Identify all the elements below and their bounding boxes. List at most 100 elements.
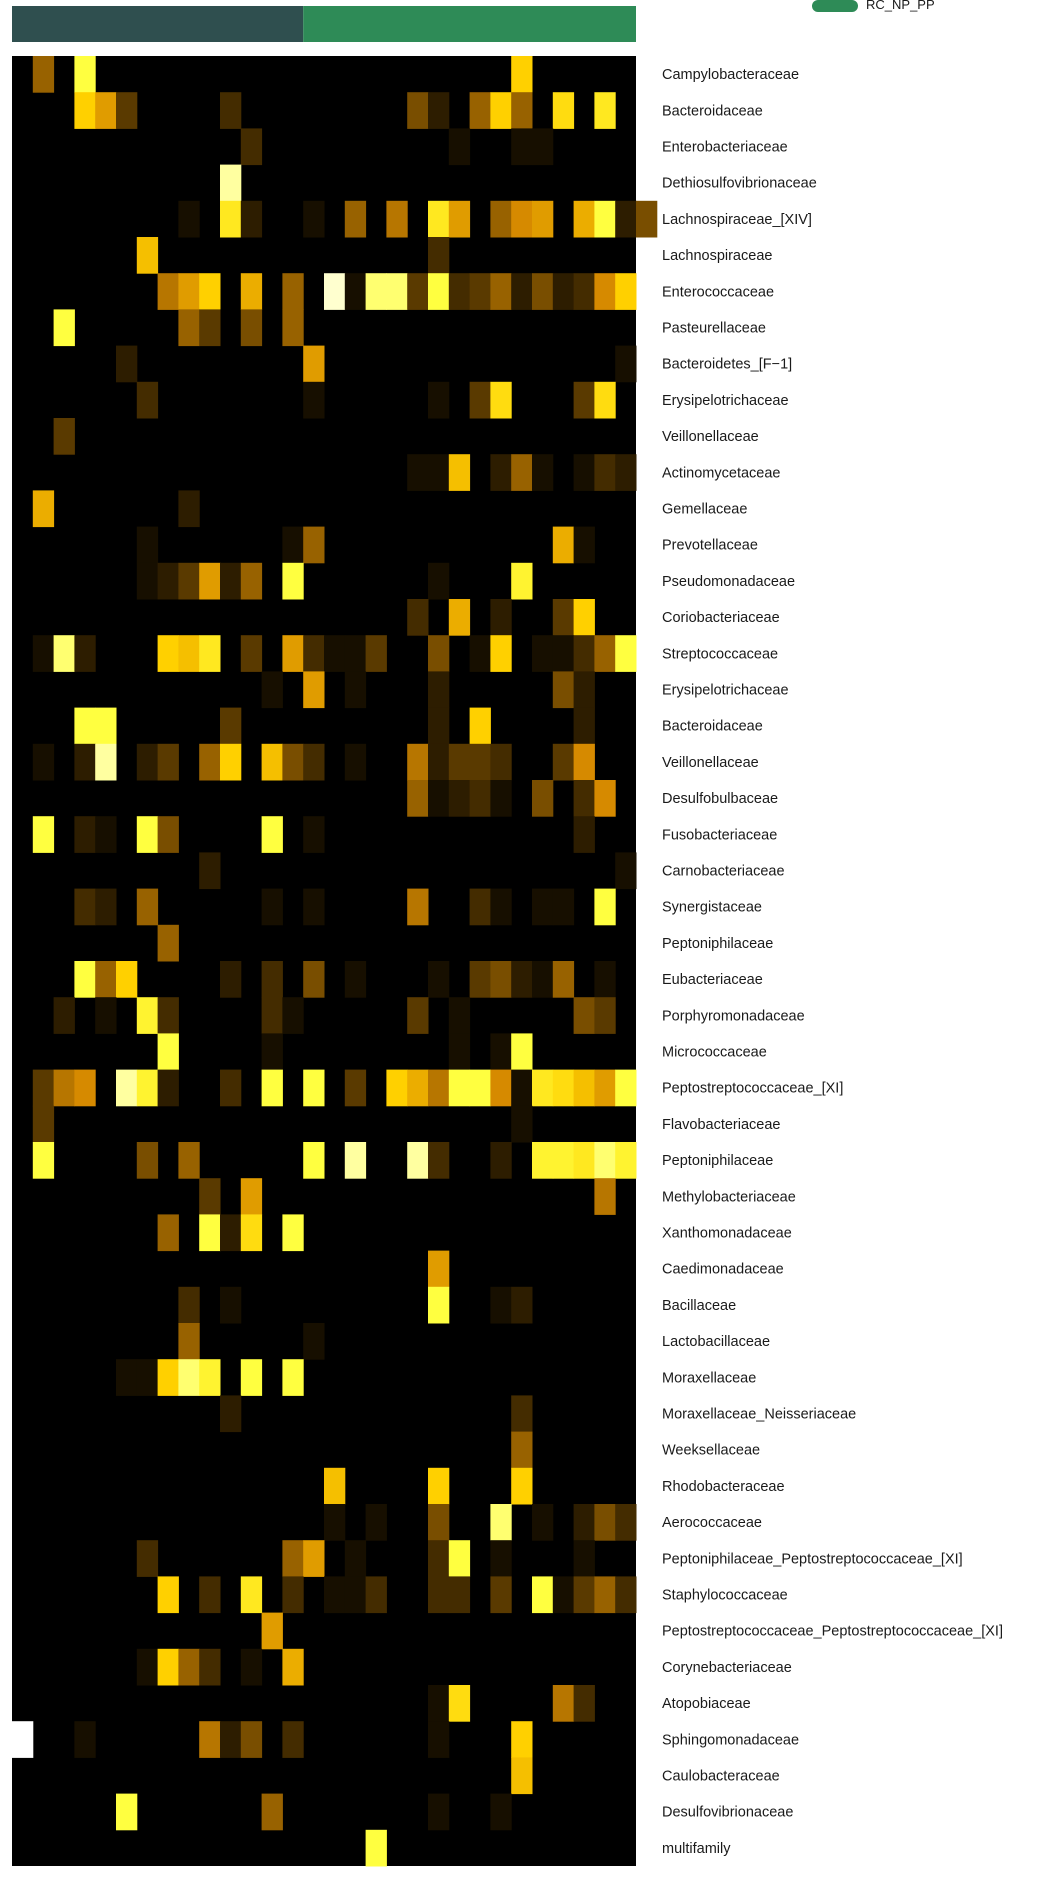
heatmap-cell (594, 1142, 616, 1179)
heatmap-cell (490, 1540, 512, 1577)
heatmap-cell (282, 526, 304, 564)
heatmap-cell (136, 816, 159, 853)
heatmap-cell (511, 454, 533, 491)
heatmap-cell (532, 1069, 554, 1107)
heatmap-cell (594, 997, 616, 1034)
heatmap-cell (261, 961, 283, 998)
heatmap-cell (32, 743, 55, 781)
heatmap-cell (407, 1069, 429, 1107)
heatmap-cell (532, 961, 554, 998)
row-label: Desulfovibrionaceae (662, 1805, 793, 1821)
heatmap-cell (220, 1721, 242, 1758)
heatmap-cell (74, 743, 96, 781)
heatmap-cell (303, 200, 325, 238)
heatmap-cell (303, 743, 325, 781)
heatmap-cell (573, 1069, 595, 1107)
heatmap-cell (178, 273, 200, 310)
heatmap-cell (407, 888, 429, 926)
heatmap-cell (407, 1142, 429, 1179)
heatmap-cell (428, 961, 450, 998)
heatmap-cell (469, 780, 491, 817)
heatmap-cell (615, 635, 637, 672)
heatmap-cell (344, 1540, 367, 1577)
heatmap-cell (594, 635, 616, 672)
heatmap-cell (157, 273, 179, 310)
heatmap-cell (282, 309, 304, 347)
heatmap-cell (95, 888, 117, 926)
heatmap-cell (303, 1323, 325, 1360)
heatmap-cell (594, 92, 616, 129)
heatmap-cell (573, 1685, 595, 1722)
heatmap-cell (95, 816, 117, 853)
heatmap-cell (53, 309, 75, 347)
heatmap-cell (428, 92, 450, 129)
heatmap-cell (157, 1359, 179, 1396)
heatmap-cell (428, 671, 450, 709)
heatmap-cell (116, 961, 138, 998)
heatmap-cell (448, 780, 471, 817)
legend: RC_NP_PP (812, 0, 935, 12)
heatmap-cell (573, 599, 595, 636)
heatmap-cell (428, 1685, 450, 1722)
row-label: Caedimonadaceae (662, 1262, 784, 1278)
heatmap-cell (344, 1142, 367, 1179)
row-label: Peptostreptococcaceae_[XI] (662, 1081, 843, 1097)
heatmap-cell (448, 1069, 471, 1107)
row-label: Atopobiaceae (662, 1696, 751, 1712)
heatmap-cell (32, 1069, 55, 1107)
heatmap-cell (615, 1504, 637, 1541)
heatmap-cell (136, 1069, 159, 1107)
heatmap-cell (344, 671, 367, 709)
heatmap-cell (220, 562, 242, 600)
heatmap-cell (199, 562, 221, 600)
heatmap-cell (594, 1178, 616, 1215)
heatmap-cell (428, 635, 450, 672)
row-label: Micrococcaceae (662, 1045, 767, 1061)
heatmap-cell (261, 888, 283, 926)
heatmap-cell (178, 490, 200, 528)
row-label: Aerococcaceae (662, 1515, 762, 1531)
heatmap-cell (594, 200, 616, 238)
heatmap-cell (365, 1504, 387, 1541)
heatmap-cell (407, 273, 429, 310)
row-label: Pseudomonadaceae (662, 574, 795, 590)
heatmap-cell (428, 780, 450, 817)
row-label: Dethiosulfovibrionaceae (662, 176, 817, 192)
heatmap-cell (32, 490, 55, 528)
heatmap-cell (282, 1214, 304, 1252)
row-label: Synergistaceae (662, 900, 762, 916)
row-label: Bacteroidetes_[F−1] (662, 357, 792, 373)
heatmap-cell (303, 1069, 325, 1107)
heatmap-cell (532, 454, 554, 491)
heatmap-cell (407, 454, 429, 491)
heatmap-cell (261, 1033, 283, 1071)
heatmap-cell (532, 780, 554, 817)
heatmap-cell (136, 743, 159, 781)
heatmap-cell (220, 164, 242, 202)
heatmap-cell (282, 1540, 304, 1577)
row-label: Erysipelotrichaceae (662, 393, 789, 409)
heatmap-cell (136, 562, 159, 600)
heatmap-cell (448, 599, 471, 636)
heatmap-cell (511, 961, 533, 998)
heatmap-cell (32, 1142, 55, 1179)
row-label: Veillonellaceae (662, 429, 759, 445)
heatmap-cell (594, 780, 616, 817)
heatmap-cell (490, 381, 512, 419)
heatmap-cell (344, 200, 367, 238)
group-annotation-bar (12, 6, 636, 42)
heatmap-cell (428, 454, 450, 491)
heatmap-cell (136, 526, 159, 564)
heatmap-cell (74, 56, 96, 93)
heatmap-cell (365, 1829, 387, 1867)
heatmap-cell (511, 1721, 533, 1758)
heatmap-cell (615, 200, 637, 238)
heatmap-cell (157, 743, 179, 781)
heatmap-cell (74, 961, 96, 998)
heatmap-cell (261, 1069, 283, 1107)
heatmap-cell (220, 92, 242, 129)
heatmap-cell (448, 454, 471, 491)
heatmap-cell (136, 888, 159, 926)
heatmap-cell (594, 1069, 616, 1107)
heatmap-cell (428, 200, 450, 238)
